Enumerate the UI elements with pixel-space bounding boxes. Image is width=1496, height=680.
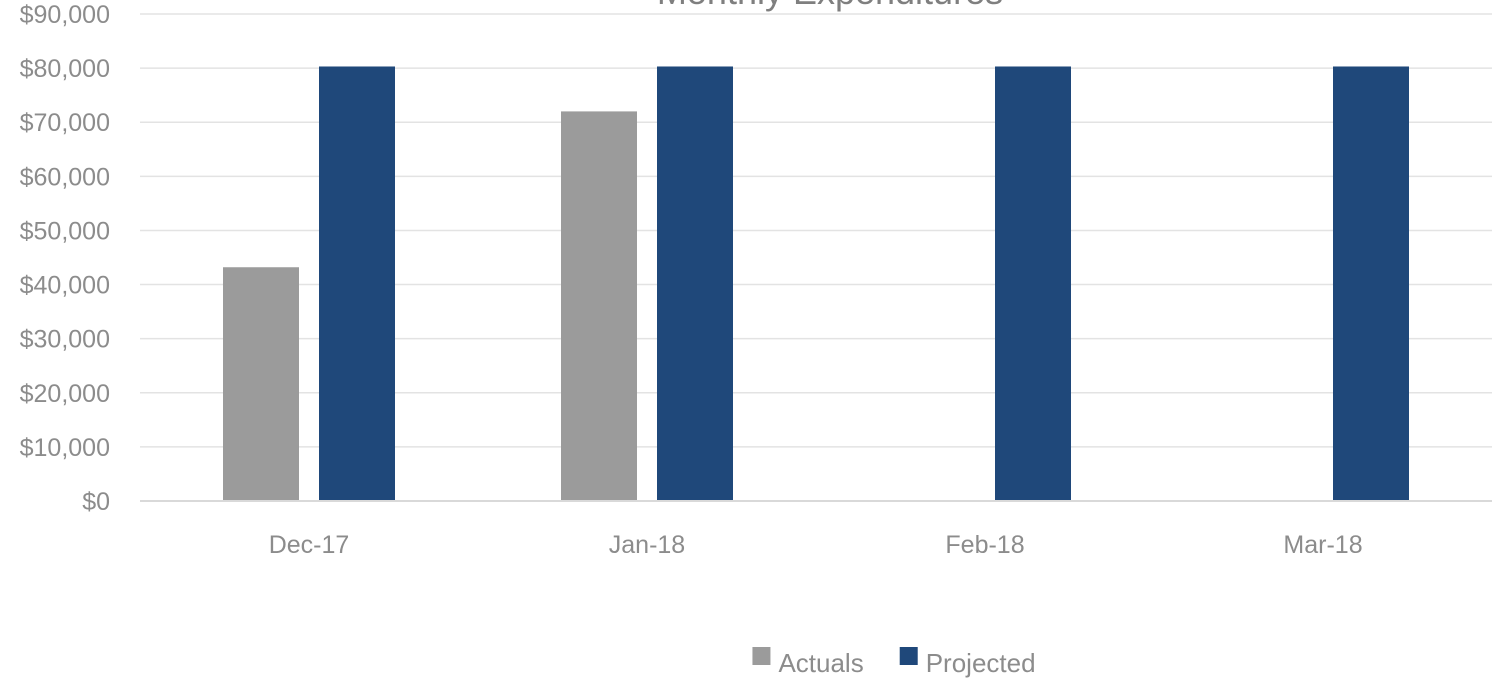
y-tick-label: $80,000 — [20, 55, 110, 83]
legend: Actuals Projected — [752, 647, 1036, 678]
bar-projected-feb-18 — [995, 66, 1071, 501]
y-tick-label: $0 — [82, 488, 110, 516]
y-tick-label: $30,000 — [20, 326, 110, 354]
y-tick-label: $10,000 — [20, 434, 110, 462]
bar-projected-mar-18 — [1333, 66, 1409, 501]
bar-projected-jan-18 — [657, 66, 733, 501]
y-tick-label: $20,000 — [20, 380, 110, 408]
legend-item-actuals: Actuals — [752, 647, 864, 678]
legend-label: Actuals — [778, 648, 863, 678]
y-tick-label: $50,000 — [20, 217, 110, 245]
y-tick-label: $70,000 — [20, 109, 110, 137]
x-tick-label: Feb-18 — [945, 531, 1024, 559]
y-tick-label: $60,000 — [20, 163, 110, 191]
legend-swatch — [899, 647, 918, 665]
x-tick-label: Mar-18 — [1283, 531, 1362, 559]
y-axis-tick-labels: $0 $10,000 $20,000 $30,000 $40,000 $50,000 $60… — [20, 1, 110, 516]
legend-label: Projected — [926, 648, 1036, 678]
x-tick-label: Dec-17 — [269, 531, 350, 559]
y-tick-label: $40,000 — [20, 272, 110, 300]
legend-item-projected: Projected — [899, 647, 1036, 678]
legend-swatch — [752, 647, 771, 665]
bars — [223, 66, 1409, 502]
bar-actuals-dec-17 — [223, 267, 299, 501]
chart-title: Monthly Expenditures — [657, 0, 1003, 12]
x-axis-tick-labels: Dec-17 Jan-18 Feb-18 Mar-18 — [269, 531, 1363, 559]
x-tick-label: Jan-18 — [609, 531, 685, 559]
bar-actuals-jan-18 — [561, 111, 637, 502]
bar-projected-dec-17 — [319, 66, 395, 501]
y-tick-label: $90,000 — [20, 1, 110, 29]
